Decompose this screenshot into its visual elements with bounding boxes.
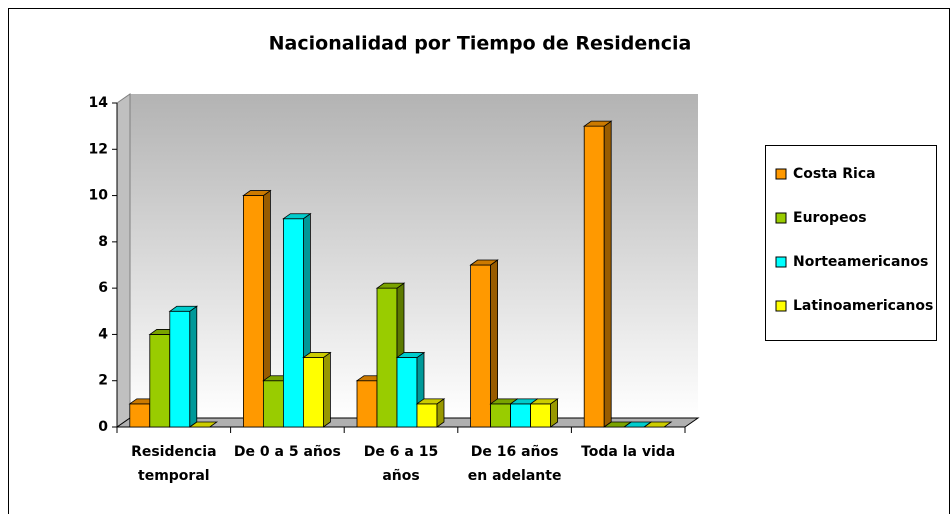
bar-top [302, 352, 332, 358]
y-tick-label: 0 [98, 419, 108, 435]
bar [469, 259, 499, 428]
legend-swatch [775, 256, 787, 268]
bar-top [469, 259, 499, 266]
plot-area [112, 93, 700, 433]
y-tick-label: 10 [89, 188, 109, 204]
bar-top [188, 421, 219, 428]
bar-front [149, 334, 171, 428]
legend-swatch [775, 300, 787, 312]
side-wall [116, 93, 131, 428]
legend [765, 145, 937, 341]
bar-top [415, 398, 446, 405]
bar-front [510, 403, 532, 428]
chart-title: Nacionalidad por Tiempo de Residencia [269, 33, 692, 55]
x-tick-label: Residencia temporal [131, 444, 217, 484]
bar [415, 398, 446, 428]
legend-label: Norteamericanos [793, 254, 928, 270]
x-tick-label: De 16 años en adelante [467, 444, 562, 484]
bar-front [242, 195, 264, 428]
bar-front [262, 380, 284, 428]
bar-top [242, 190, 272, 196]
bar-front [169, 310, 191, 428]
x-tick-label: De 0 a 5 años [233, 444, 341, 460]
back-wall [130, 94, 698, 418]
bar-side [322, 351, 331, 428]
bar-front [416, 403, 438, 428]
bar-top [642, 421, 673, 428]
bar-front [376, 287, 398, 428]
bar-top [582, 120, 613, 127]
bar-side [189, 305, 198, 428]
x-tick-label: Toda la vida [581, 444, 676, 460]
x-tick-label: De 6 a 15 años [363, 444, 439, 484]
bar [582, 120, 613, 428]
bar [242, 189, 272, 428]
y-tick-label: 8 [98, 234, 108, 250]
y-tick-label: 6 [98, 280, 108, 296]
bar-front [129, 403, 151, 428]
bar [188, 421, 219, 428]
bar-front [583, 125, 605, 428]
bar-front [530, 403, 551, 428]
legend-label: Costa Rica [793, 166, 876, 182]
bar [642, 421, 673, 428]
bar [282, 212, 312, 428]
bar [302, 351, 332, 428]
y-tick-label: 12 [89, 141, 108, 157]
y-tick-label: 14 [89, 95, 109, 111]
bar-side [603, 120, 612, 428]
bar-top [375, 282, 406, 289]
bar-front [396, 357, 418, 428]
bar-top [282, 213, 312, 220]
legend-label: Europeos [793, 210, 867, 226]
bar-front [470, 264, 492, 428]
bar-front [356, 380, 378, 428]
legend-swatch [775, 168, 787, 180]
y-tick-label: 2 [98, 373, 108, 389]
y-tick-label: 4 [98, 326, 108, 342]
bar-front [302, 357, 324, 428]
bar-top [529, 398, 559, 405]
legend-swatch [775, 212, 787, 224]
bar [529, 398, 559, 428]
bar-front [490, 403, 512, 428]
bar-top [395, 352, 426, 358]
legend-label: Latinoamericanos [793, 298, 933, 314]
bar-front [282, 218, 304, 428]
bar [168, 305, 199, 428]
bar-top [168, 305, 199, 312]
